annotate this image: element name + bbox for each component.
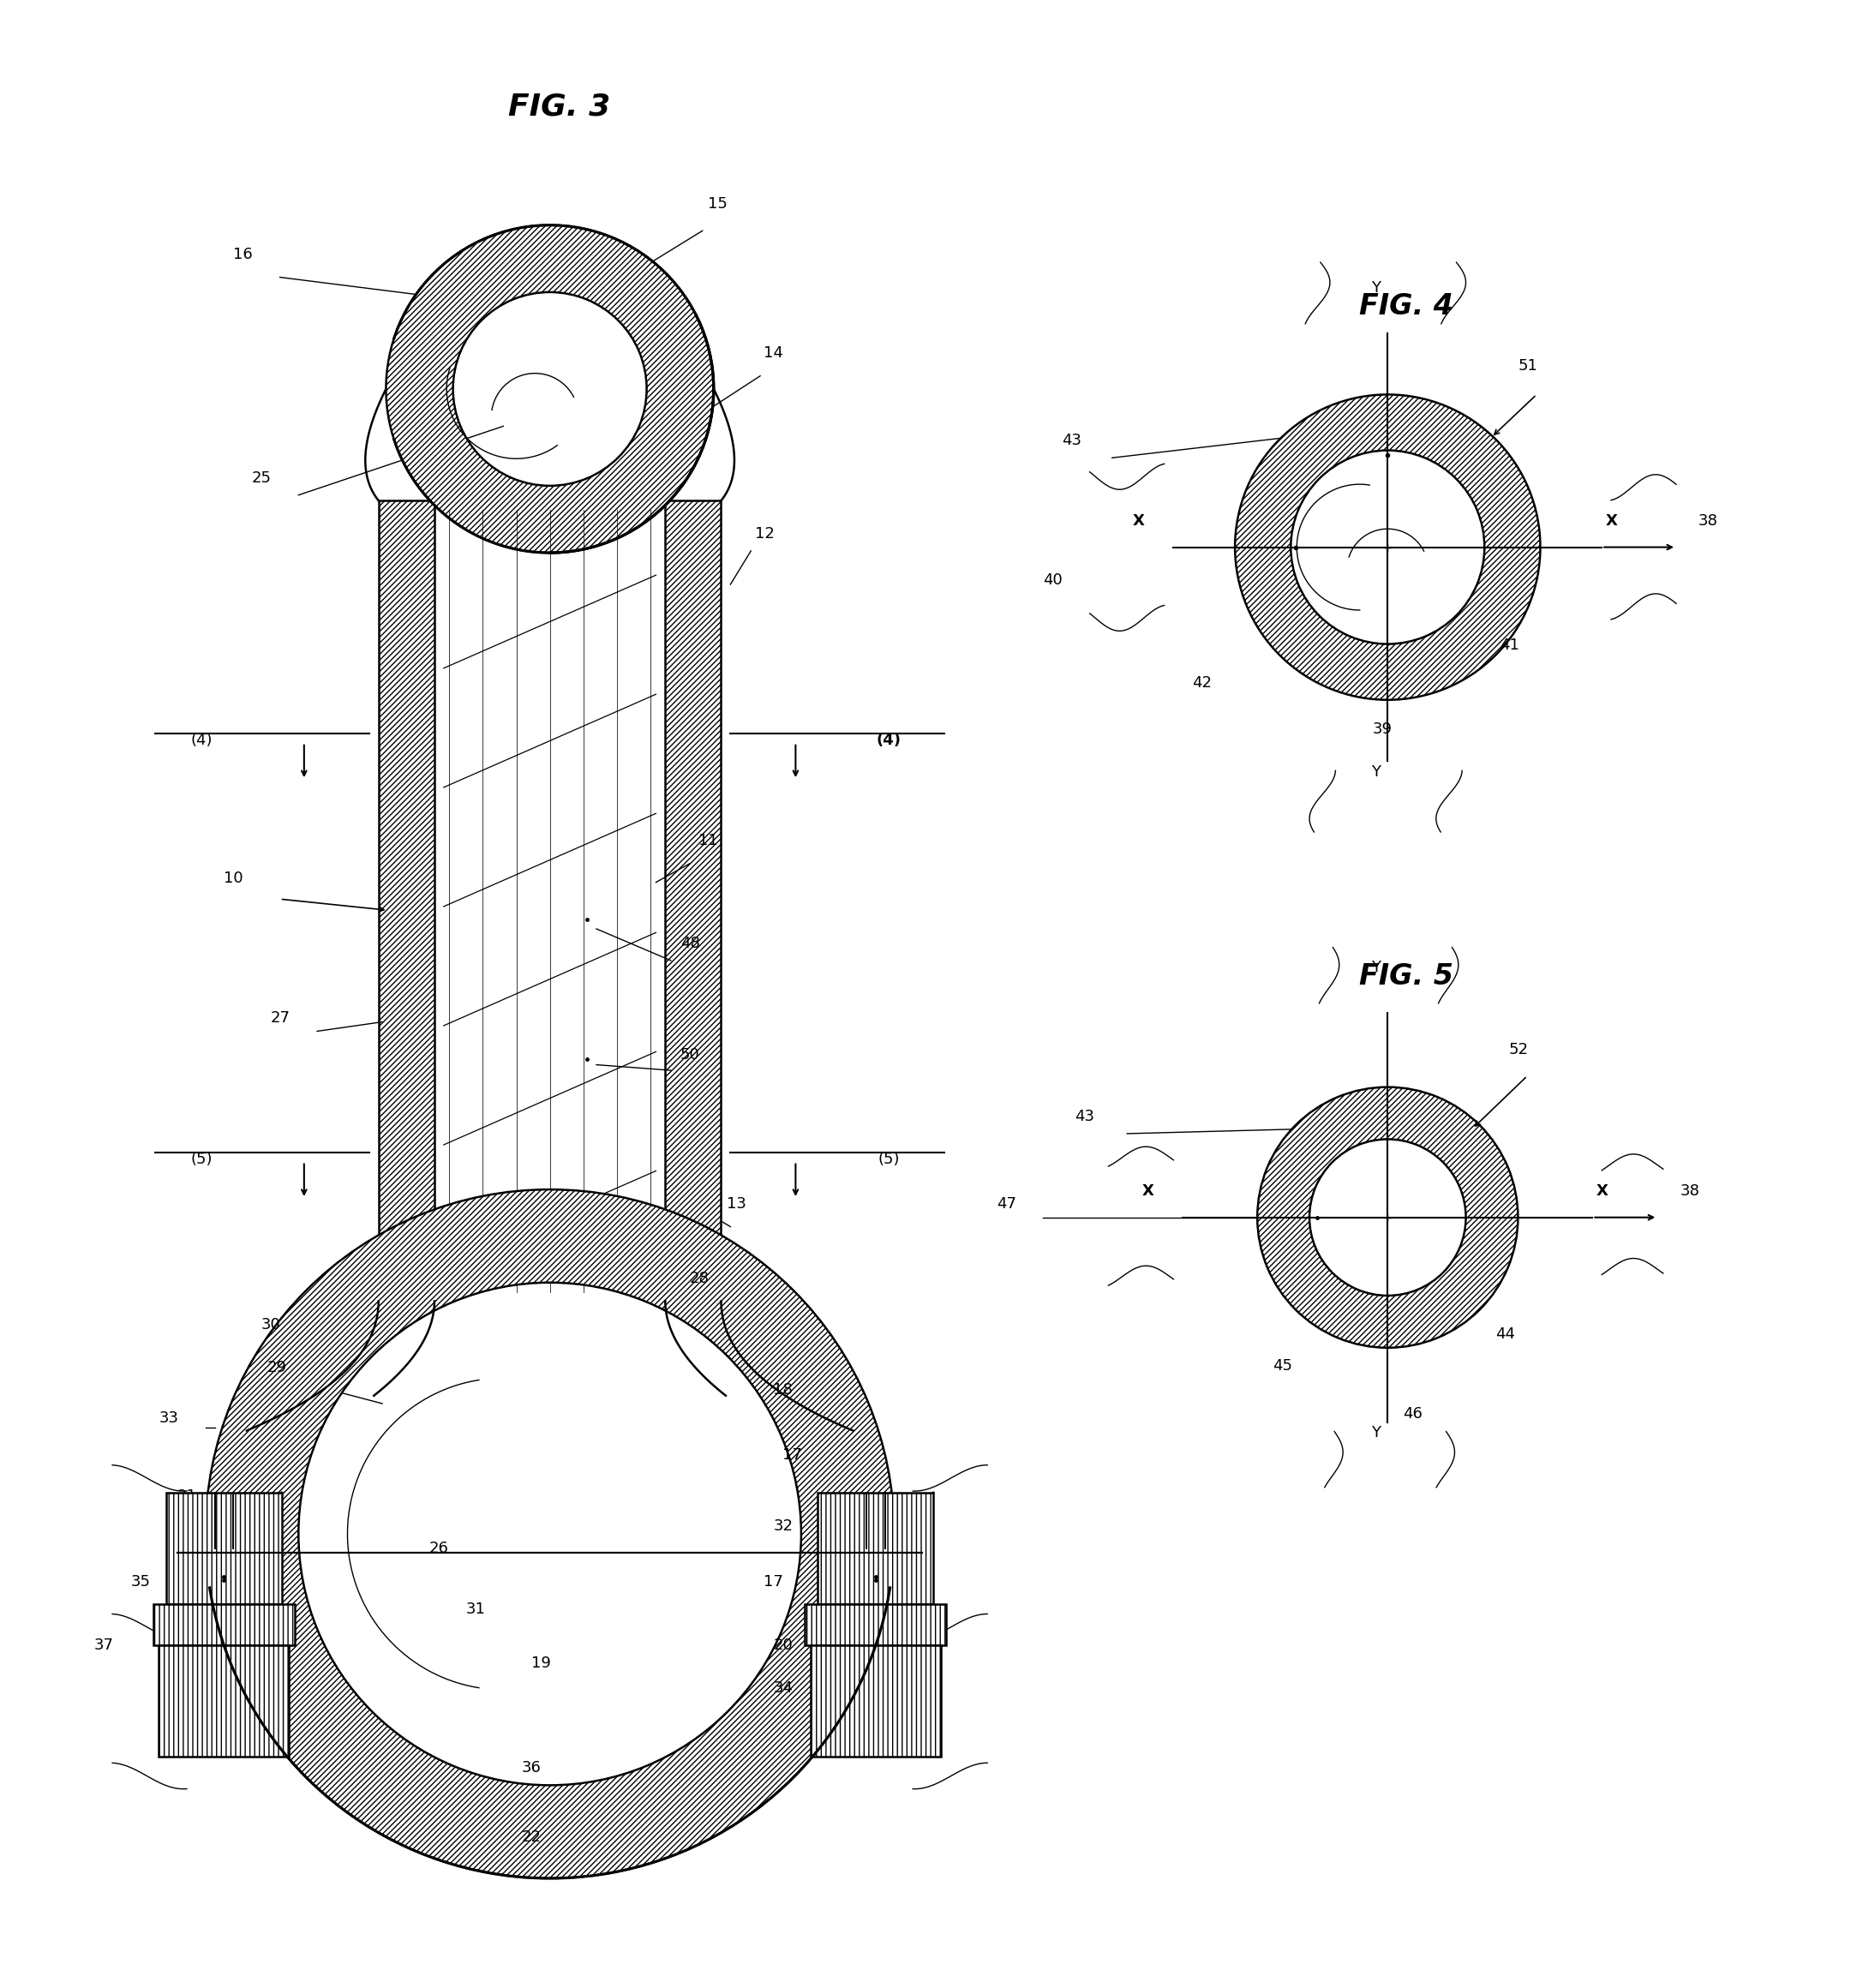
Text: 44: 44 bbox=[1496, 1326, 1515, 1342]
Text: FIG. 4: FIG. 4 bbox=[1360, 292, 1453, 320]
Text: 20: 20 bbox=[773, 1638, 794, 1652]
Text: 28: 28 bbox=[689, 1270, 710, 1286]
Text: 35: 35 bbox=[130, 1574, 151, 1590]
Text: 31: 31 bbox=[466, 1602, 486, 1618]
Text: 33: 33 bbox=[158, 1409, 179, 1425]
Text: (5): (5) bbox=[190, 1151, 212, 1167]
Text: X: X bbox=[1606, 513, 1617, 529]
Text: X: X bbox=[1133, 513, 1144, 529]
Wedge shape bbox=[386, 225, 714, 553]
Text: Y: Y bbox=[1371, 763, 1380, 779]
Text: Y: Y bbox=[1371, 1425, 1380, 1441]
Text: 37: 37 bbox=[93, 1638, 114, 1652]
Text: 15: 15 bbox=[708, 197, 728, 213]
Text: 27: 27 bbox=[270, 1010, 291, 1026]
Text: FIG. 5: FIG. 5 bbox=[1360, 962, 1453, 990]
Text: 32: 32 bbox=[773, 1519, 794, 1533]
Polygon shape bbox=[665, 501, 721, 1302]
Text: 22: 22 bbox=[522, 1829, 542, 1845]
Text: 45: 45 bbox=[1272, 1358, 1291, 1374]
Text: 48: 48 bbox=[680, 936, 700, 950]
Text: Y: Y bbox=[1371, 280, 1380, 296]
Text: 10: 10 bbox=[224, 871, 244, 887]
Text: 29: 29 bbox=[266, 1360, 287, 1376]
Text: 51: 51 bbox=[1518, 358, 1537, 374]
Text: 38: 38 bbox=[1680, 1183, 1699, 1199]
Wedge shape bbox=[205, 1189, 894, 1879]
Polygon shape bbox=[166, 1493, 281, 1604]
Text: 43: 43 bbox=[1062, 433, 1082, 447]
Text: 14: 14 bbox=[764, 346, 784, 360]
Polygon shape bbox=[810, 1646, 941, 1757]
Text: 21: 21 bbox=[177, 1489, 197, 1503]
Text: 36: 36 bbox=[522, 1759, 542, 1775]
Text: 38: 38 bbox=[1699, 513, 1718, 529]
Text: (5): (5) bbox=[877, 1151, 900, 1167]
Text: 34: 34 bbox=[773, 1680, 794, 1696]
Text: 43: 43 bbox=[1075, 1109, 1095, 1123]
Text: 12: 12 bbox=[755, 527, 775, 541]
Polygon shape bbox=[818, 1493, 933, 1604]
Text: 17: 17 bbox=[782, 1447, 803, 1463]
Polygon shape bbox=[378, 501, 434, 1302]
Text: 30: 30 bbox=[261, 1318, 281, 1332]
Text: 40: 40 bbox=[1043, 573, 1062, 588]
Text: 39: 39 bbox=[1373, 722, 1392, 738]
Wedge shape bbox=[1235, 394, 1541, 700]
Text: 18: 18 bbox=[773, 1382, 794, 1398]
Text: 46: 46 bbox=[1403, 1406, 1421, 1421]
Text: 47: 47 bbox=[997, 1197, 1017, 1211]
Text: X: X bbox=[1597, 1183, 1608, 1199]
Text: 41: 41 bbox=[1500, 638, 1518, 652]
Text: 42: 42 bbox=[1192, 674, 1211, 690]
Text: 16: 16 bbox=[233, 247, 253, 262]
Text: 13: 13 bbox=[727, 1197, 747, 1211]
Text: 52: 52 bbox=[1509, 1042, 1528, 1058]
Text: X: X bbox=[1142, 1183, 1153, 1199]
Text: 50: 50 bbox=[680, 1048, 700, 1064]
Text: 17: 17 bbox=[764, 1574, 784, 1590]
Text: 26: 26 bbox=[428, 1541, 449, 1557]
Wedge shape bbox=[1258, 1087, 1518, 1348]
Text: 25: 25 bbox=[252, 469, 272, 485]
Polygon shape bbox=[158, 1646, 289, 1757]
Polygon shape bbox=[153, 1604, 294, 1646]
Text: Y: Y bbox=[1371, 960, 1380, 974]
Polygon shape bbox=[805, 1604, 946, 1646]
Text: 11: 11 bbox=[699, 833, 719, 849]
Text: (4): (4) bbox=[190, 732, 212, 747]
Text: 19: 19 bbox=[531, 1656, 551, 1672]
Text: (4): (4) bbox=[876, 732, 902, 747]
Text: FIG. 3: FIG. 3 bbox=[509, 91, 611, 121]
